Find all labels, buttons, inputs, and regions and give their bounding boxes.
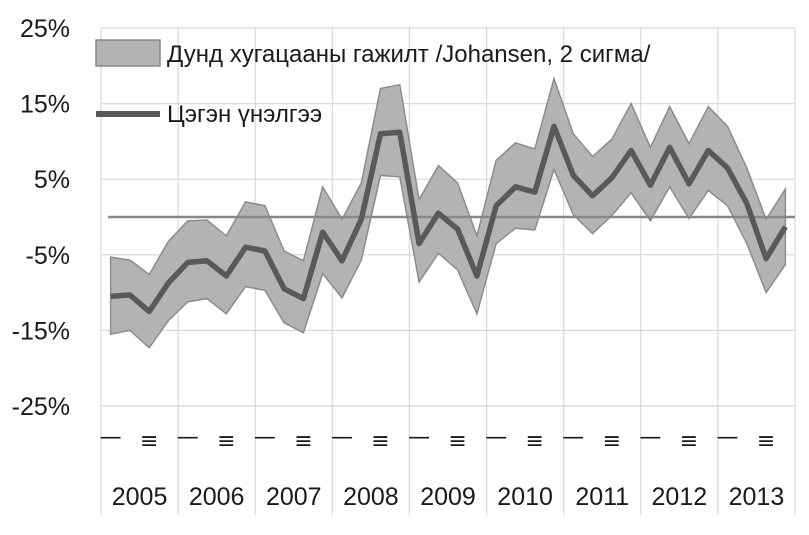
quarter-mark-1: —: [408, 425, 430, 450]
year-label: 2006: [189, 483, 245, 511]
year-label: 2012: [652, 483, 708, 511]
year-labels: 2005 2006 2007 2008 2009 2010 2011 2012 2013: [112, 483, 785, 511]
quarter-mark-3: ≡: [757, 429, 775, 454]
quarter-mark-3: ≡: [448, 429, 466, 454]
y-axis-ticks: 25% 15% 5% -5% -15% -25%: [12, 15, 70, 421]
y-tick-label: -25%: [12, 393, 70, 421]
legend-band-swatch: [95, 39, 161, 67]
year-label: 2005: [112, 483, 168, 511]
quarter-mark-3: ≡: [371, 429, 389, 454]
year-label: 2007: [266, 483, 322, 511]
gridlines: [100, 27, 796, 515]
y-tick-label: -15%: [12, 317, 70, 345]
point-estimate-layer: [110, 123, 788, 315]
legend: Дунд хугацааны гажилт /Johansen, 2 сигма…: [95, 39, 651, 128]
quarter-mark-3: ≡: [603, 429, 621, 454]
quarter-mark-3: ≡: [140, 429, 158, 454]
point-estimate-line: [110, 123, 788, 315]
year-label: 2009: [420, 483, 476, 511]
y-tick-label: 15%: [20, 91, 70, 119]
year-label: 2011: [575, 483, 629, 511]
y-tick-label: -5%: [26, 242, 70, 270]
quarter-marks: — ≡ — ≡ — ≡ — ≡ — ≡ — ≡ — ≡ — ≡ — ≡: [100, 425, 776, 454]
year-label: 2013: [729, 483, 785, 511]
quarter-mark-3: ≡: [294, 429, 312, 454]
legend-line-label: Цэгэн үнэлгээ: [167, 101, 322, 128]
year-label: 2008: [343, 483, 399, 511]
year-label: 2010: [497, 483, 553, 511]
quarter-mark-1: —: [639, 425, 661, 450]
quarter-mark-3: ≡: [526, 429, 544, 454]
quarter-mark-1: —: [177, 425, 199, 450]
quarter-mark-3: ≡: [217, 429, 235, 454]
quarter-mark-1: —: [562, 425, 584, 450]
y-tick-label: 25%: [20, 15, 70, 43]
quarter-mark-3: ≡: [680, 429, 698, 454]
quarter-mark-1: —: [100, 425, 122, 450]
quarter-mark-1: —: [485, 425, 507, 450]
quarter-mark-1: —: [717, 425, 739, 450]
legend-band-label: Дунд хугацааны гажилт /Johansen, 2 сигма…: [167, 41, 651, 68]
quarter-mark-1: —: [254, 425, 276, 450]
y-tick-label: 5%: [34, 166, 70, 194]
quarter-mark-1: —: [331, 425, 353, 450]
